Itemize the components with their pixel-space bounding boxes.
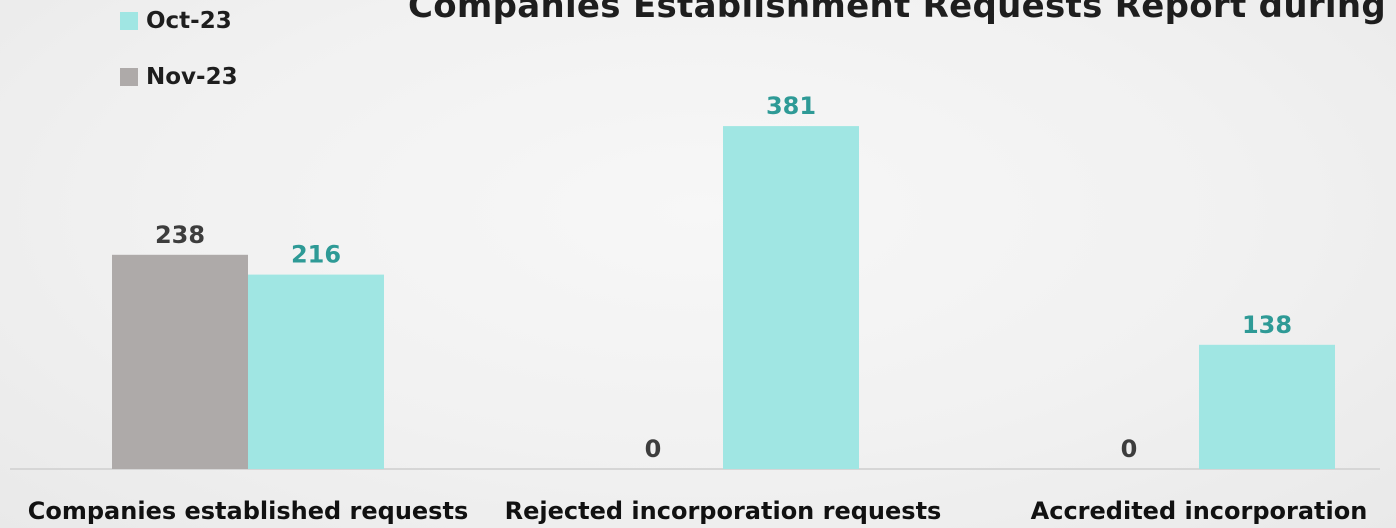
legend-item: Nov-23 (120, 62, 238, 92)
legend-item: Oct-23 (120, 6, 238, 36)
legend-swatch (120, 12, 138, 30)
bar (723, 126, 859, 469)
data-label: 138 (1242, 311, 1292, 339)
legend-swatch (120, 68, 138, 86)
category-label: Accredited incorporation (1031, 497, 1368, 525)
bar (112, 254, 248, 469)
legend: Oct-23 Nov-23 (120, 6, 238, 118)
legend-label: Oct-23 (146, 8, 232, 34)
category-label: Companies established requests (28, 497, 468, 525)
data-label: 238 (155, 221, 205, 249)
data-label: 381 (766, 92, 816, 120)
bar (248, 274, 384, 469)
data-label: 216 (291, 241, 341, 269)
bar (1199, 344, 1335, 469)
data-label: 0 (1121, 435, 1138, 463)
category-label: Rejected incorporation requests (505, 497, 942, 525)
legend-label: Nov-23 (146, 64, 238, 90)
chart-title: Companies Establishment Requests Report … (407, 0, 1386, 26)
data-label: 0 (645, 435, 662, 463)
